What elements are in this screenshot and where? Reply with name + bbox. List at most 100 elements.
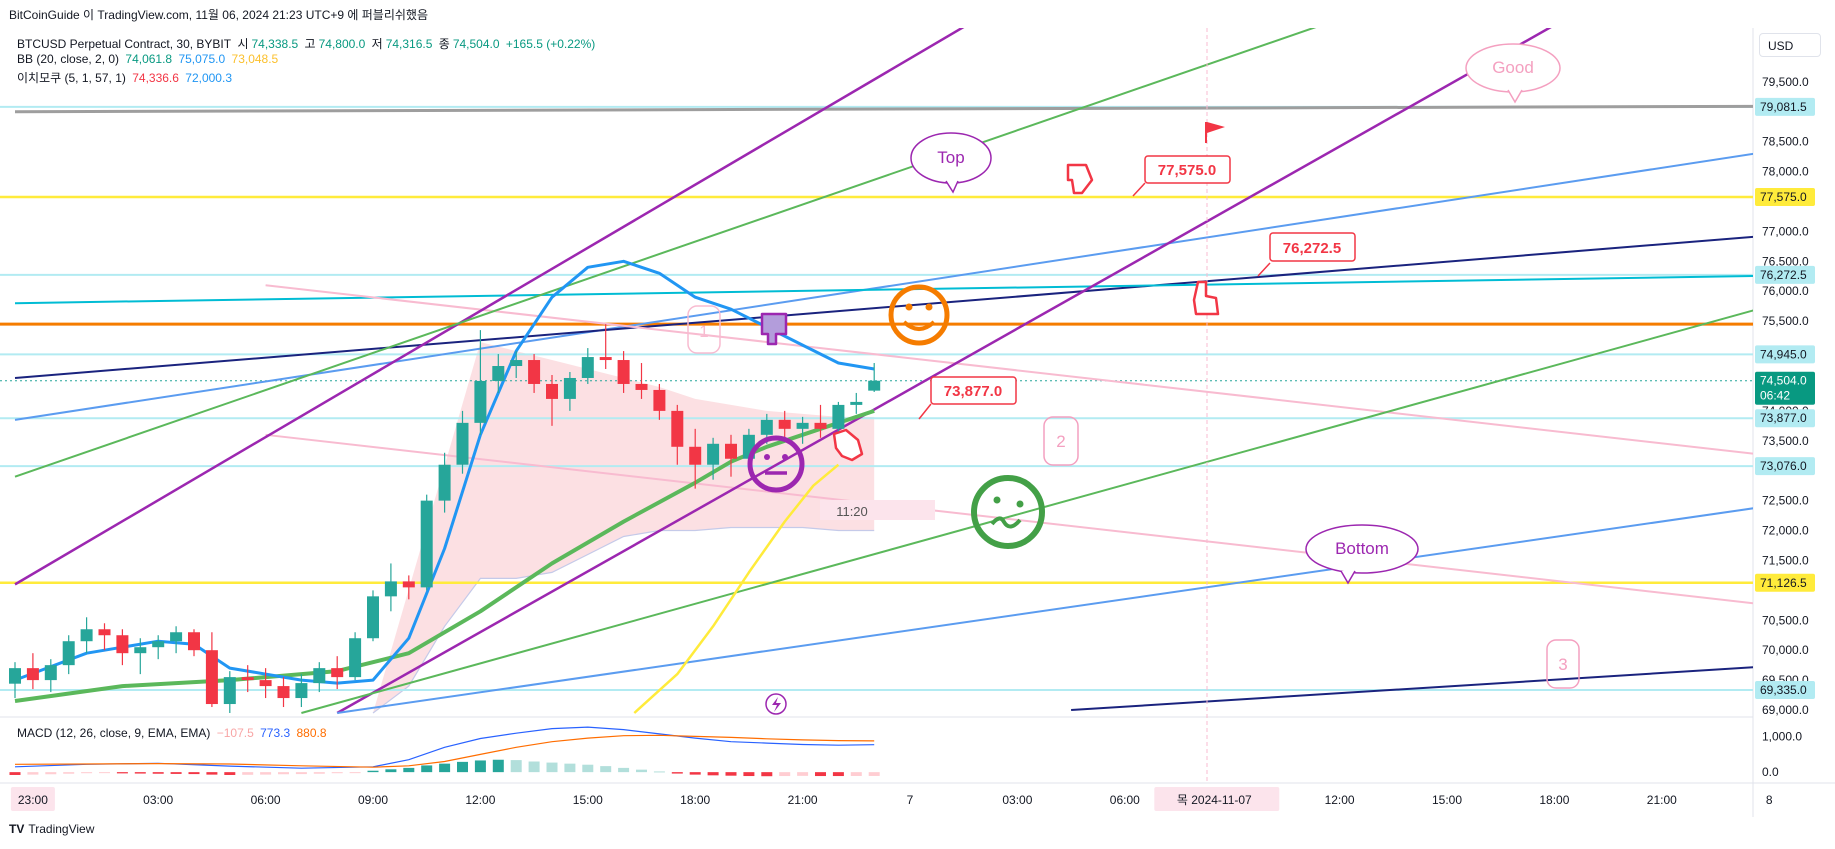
candle[interactable] [832, 401, 845, 435]
candle[interactable] [259, 668, 272, 699]
candle[interactable] [581, 348, 594, 384]
candle[interactable] [241, 665, 254, 693]
candle[interactable] [402, 575, 415, 600]
candle[interactable] [546, 374, 558, 426]
ichimoku-leading-line[interactable] [633, 463, 840, 714]
callout-bottom-text: Bottom [1335, 539, 1389, 558]
trendline-5[interactable] [265, 433, 1835, 623]
wave-number-1[interactable]: 1 [687, 305, 721, 354]
candle[interactable] [617, 351, 630, 393]
candle[interactable] [653, 383, 666, 420]
candle[interactable] [796, 416, 809, 444]
candle[interactable] [420, 494, 433, 591]
candle[interactable] [725, 434, 737, 477]
flag-icon[interactable] [1205, 122, 1225, 143]
candle[interactable] [868, 363, 881, 392]
candle[interactable] [313, 662, 326, 693]
candle[interactable] [850, 392, 863, 414]
callout-bottom[interactable]: Bottom [1305, 524, 1419, 585]
price-axis-highlight-label[interactable]: 71,126.5 [1760, 576, 1807, 590]
callout-good[interactable]: Good [1465, 43, 1561, 104]
price-axis-highlight-label[interactable]: 73,877.0 [1760, 411, 1807, 425]
candle[interactable] [367, 590, 379, 642]
candle[interactable] [277, 677, 290, 708]
trendline-0[interactable] [14, 104, 1835, 114]
price-label-73877[interactable]: 73,877.0 [918, 376, 1017, 420]
callout-top[interactable]: Top [910, 132, 992, 194]
ichimoku-label[interactable]: 이치모쿠 (5, 1, 57, 1) [17, 71, 126, 85]
candle[interactable] [170, 626, 183, 654]
candle[interactable] [689, 428, 702, 489]
hand-pointer-red-icon-3[interactable] [832, 428, 864, 462]
confused-face-green-icon[interactable] [971, 475, 1045, 549]
wave-number-3[interactable]: 3 [1546, 639, 1580, 689]
candle[interactable] [707, 437, 720, 480]
candle[interactable] [116, 629, 129, 666]
candle[interactable] [349, 632, 362, 681]
trendline-10[interactable] [337, 483, 1835, 714]
candle-body [349, 638, 362, 678]
candle[interactable] [9, 662, 21, 699]
price-axis-highlight-label[interactable]: 76,272.5 [1760, 268, 1807, 282]
neutral-face-purple-icon[interactable] [747, 435, 805, 493]
candle[interactable] [474, 330, 487, 435]
symbol-name[interactable]: BTCUSD Perpetual Contract, 30, BYBIT [17, 37, 232, 51]
candle[interactable] [223, 671, 236, 714]
tradingview-brand[interactable]: TV TradingView [9, 822, 94, 836]
candle[interactable] [438, 452, 451, 513]
trendline-9[interactable] [301, 261, 1835, 714]
candle[interactable] [492, 354, 505, 393]
candle[interactable] [80, 617, 93, 654]
candle[interactable] [599, 324, 612, 370]
trendline-2[interactable] [14, 222, 1835, 379]
macd-hist-bar [761, 772, 773, 777]
macd-hist-bar [421, 765, 433, 773]
price-axis-highlight-label[interactable]: 73,076.0 [1760, 459, 1807, 473]
candle[interactable] [456, 410, 469, 474]
candle[interactable] [510, 351, 523, 378]
time-marker-1120[interactable]: 11:20 [820, 500, 935, 520]
hand-pointer-red-icon-1[interactable] [1066, 163, 1094, 195]
macd-label[interactable]: MACD (12, 26, close, 9, EMA, EMA) [17, 726, 211, 740]
candle[interactable] [26, 653, 39, 690]
candle[interactable] [134, 638, 147, 675]
trendline-3[interactable] [14, 273, 1835, 305]
price-axis-highlight-label[interactable]: 69,335.0 [1760, 683, 1807, 697]
candle[interactable] [635, 363, 648, 399]
price-axis-highlight-label[interactable]: 74,945.0 [1760, 347, 1807, 361]
smiley-orange-icon[interactable] [888, 284, 950, 346]
hand-pointer-red-icon-2[interactable] [1192, 280, 1220, 316]
trendline-6[interactable] [14, 0, 1125, 586]
macd-hist-bar [367, 770, 379, 773]
candle[interactable] [44, 659, 57, 693]
hand-pointer-purple-icon[interactable] [760, 312, 788, 346]
price-axis-highlight-label[interactable]: 77,575.0 [1760, 190, 1807, 204]
candle[interactable] [295, 674, 308, 708]
candle[interactable] [152, 635, 165, 660]
candle[interactable] [671, 404, 684, 465]
trendline-4[interactable] [265, 284, 1835, 473]
trendline-8[interactable] [14, 0, 1590, 478]
candle[interactable] [205, 632, 218, 708]
lightning-icon[interactable] [765, 693, 787, 715]
candle[interactable] [384, 563, 397, 612]
candle[interactable] [188, 629, 200, 657]
currency-button[interactable]: USD [1759, 33, 1821, 57]
trendline-7[interactable] [336, 0, 1835, 715]
candle[interactable] [98, 623, 111, 651]
candle[interactable] [563, 372, 576, 411]
candle[interactable] [814, 404, 827, 438]
candle[interactable] [62, 635, 75, 675]
price-axis-highlight-label[interactable]: 79,081.5 [1760, 100, 1807, 114]
bb-label[interactable]: BB (20, close, 2, 0) [17, 52, 120, 66]
ichimoku-legend: 이치모쿠 (5, 1, 57, 1) 74,336.6 72,000.3 [17, 69, 235, 86]
wave-number-2[interactable]: 2 [1043, 416, 1079, 466]
candle[interactable] [528, 354, 541, 393]
trendline-11[interactable] [1071, 656, 1835, 712]
trendline-1[interactable] [14, 127, 1835, 421]
candle[interactable] [778, 410, 791, 441]
price-label-77575[interactable]: 77,575.0 [1132, 155, 1231, 197]
price-label-76272[interactable]: 76,272.5 [1257, 232, 1356, 277]
candle[interactable] [331, 656, 344, 690]
